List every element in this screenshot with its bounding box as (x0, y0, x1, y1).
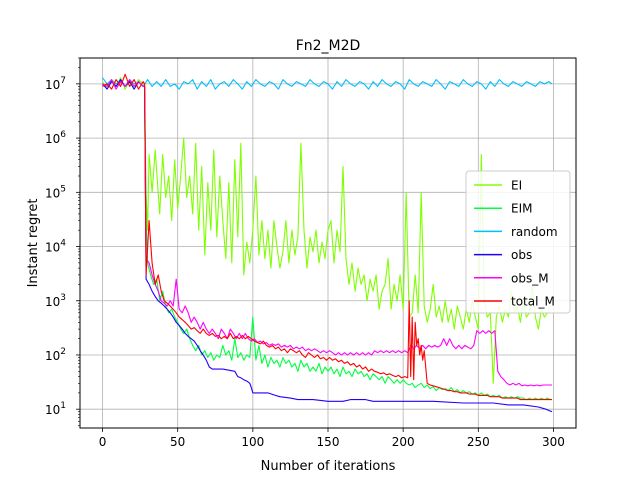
legend-label: random (511, 225, 558, 239)
y-tick-label: 107 (45, 76, 66, 92)
y-tick-exponent: 5 (60, 184, 66, 194)
y-axis-label: Instant regret (26, 199, 41, 288)
x-tick-label: 200 (392, 435, 415, 449)
x-axis: 0 50 100 150 200 250 300 (99, 428, 565, 449)
legend-label: EIM (511, 202, 532, 216)
y-tick-base: 10 (45, 78, 60, 92)
y-tick-exponent: 1 (60, 401, 66, 411)
legend-label: obs (511, 248, 532, 262)
y-tick-exponent: 7 (60, 76, 66, 86)
y-tick-base: 10 (45, 186, 60, 200)
plot-area (102, 73, 553, 413)
series-line-obs-m (102, 79, 552, 387)
y-tick-label: 104 (45, 239, 66, 255)
series-layer (102, 73, 553, 413)
y-tick-label: 101 (45, 401, 66, 417)
y-tick-exponent: 3 (60, 293, 66, 303)
x-tick-label: 50 (170, 435, 185, 449)
x-axis-label: Number of iterations (261, 459, 396, 474)
y-tick-label: 106 (45, 130, 66, 146)
x-tick-label: 0 (99, 435, 107, 449)
series-line-ei (102, 77, 551, 384)
legend-label: total_M (511, 295, 555, 309)
x-tick-label: 100 (241, 435, 264, 449)
y-tick-label: 102 (45, 347, 66, 363)
legend-label: EI (511, 179, 522, 193)
legend: EI EIM random obs obs_M total_M (465, 170, 571, 314)
series-line-total-m (102, 73, 552, 401)
y-tick-base: 10 (45, 403, 60, 417)
y-tick-exponent: 6 (60, 130, 66, 140)
y-tick-label: 105 (45, 184, 66, 200)
y-tick-label: 103 (45, 293, 66, 309)
series-line-random (102, 77, 553, 90)
y-tick-base: 10 (45, 295, 60, 309)
y-tick-exponent: 4 (60, 239, 66, 249)
chart-title: Fn2_M2D (296, 38, 361, 54)
y-tick-base: 10 (45, 241, 60, 255)
y-tick-base: 10 (45, 132, 60, 146)
y-tick-exponent: 2 (60, 347, 66, 357)
x-tick-label: 300 (542, 435, 565, 449)
legend-label: obs_M (511, 271, 549, 285)
x-tick-label: 250 (467, 435, 490, 449)
x-tick-label: 150 (317, 435, 340, 449)
y-tick-base: 10 (45, 349, 60, 363)
